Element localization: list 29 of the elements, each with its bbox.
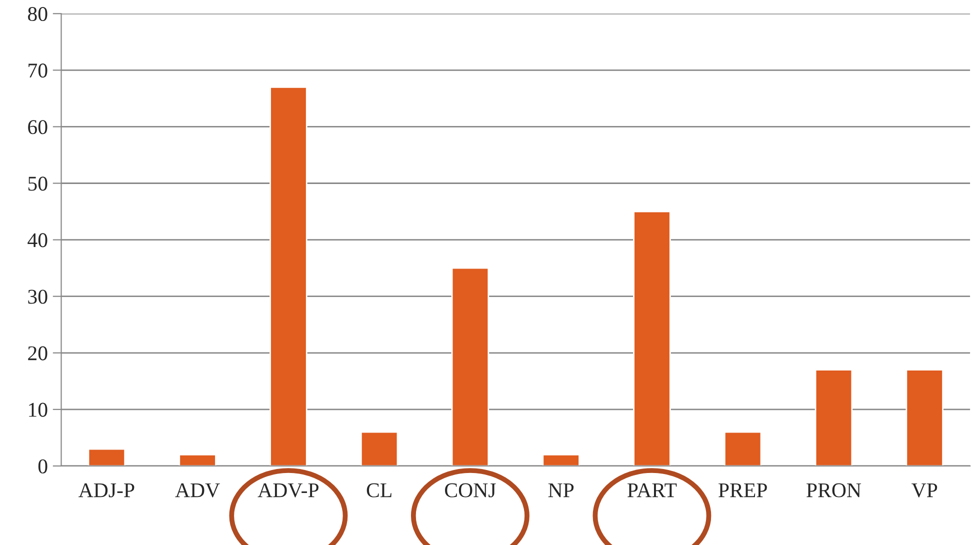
y-tick-label: 80 xyxy=(28,7,48,22)
x-tick-label: CL xyxy=(366,483,392,498)
bar xyxy=(178,454,216,466)
y-tick-label: 30 xyxy=(28,290,48,304)
y-tick-label: 20 xyxy=(28,346,48,360)
x-tick-label: PRON xyxy=(806,483,862,498)
y-tick-label: 50 xyxy=(28,176,48,191)
x-tick-label: PREP xyxy=(718,483,767,498)
x-tick-label: VP xyxy=(912,483,938,498)
x-tick-label: ADV xyxy=(175,483,220,498)
y-tick-label: 60 xyxy=(28,120,48,134)
x-tick-label: PART xyxy=(628,483,677,498)
bar xyxy=(360,431,398,466)
bar xyxy=(451,267,490,466)
y-tick-label: 0 xyxy=(38,459,48,474)
bar xyxy=(542,454,580,466)
bar xyxy=(724,431,762,466)
x-tick-label: ADV-P xyxy=(258,483,318,498)
y-tick-label: 70 xyxy=(28,64,48,78)
bar xyxy=(814,369,853,466)
y-tick-label: 40 xyxy=(28,233,48,248)
y-tick-label: 10 xyxy=(29,402,48,417)
bar xyxy=(906,369,944,466)
x-tick-label: ADJ-P xyxy=(78,483,134,498)
bar xyxy=(633,210,671,466)
bar xyxy=(270,86,308,466)
bar xyxy=(88,448,126,466)
x-tick-label: NP xyxy=(548,483,574,498)
x-tick-label: CONJ xyxy=(445,483,496,498)
